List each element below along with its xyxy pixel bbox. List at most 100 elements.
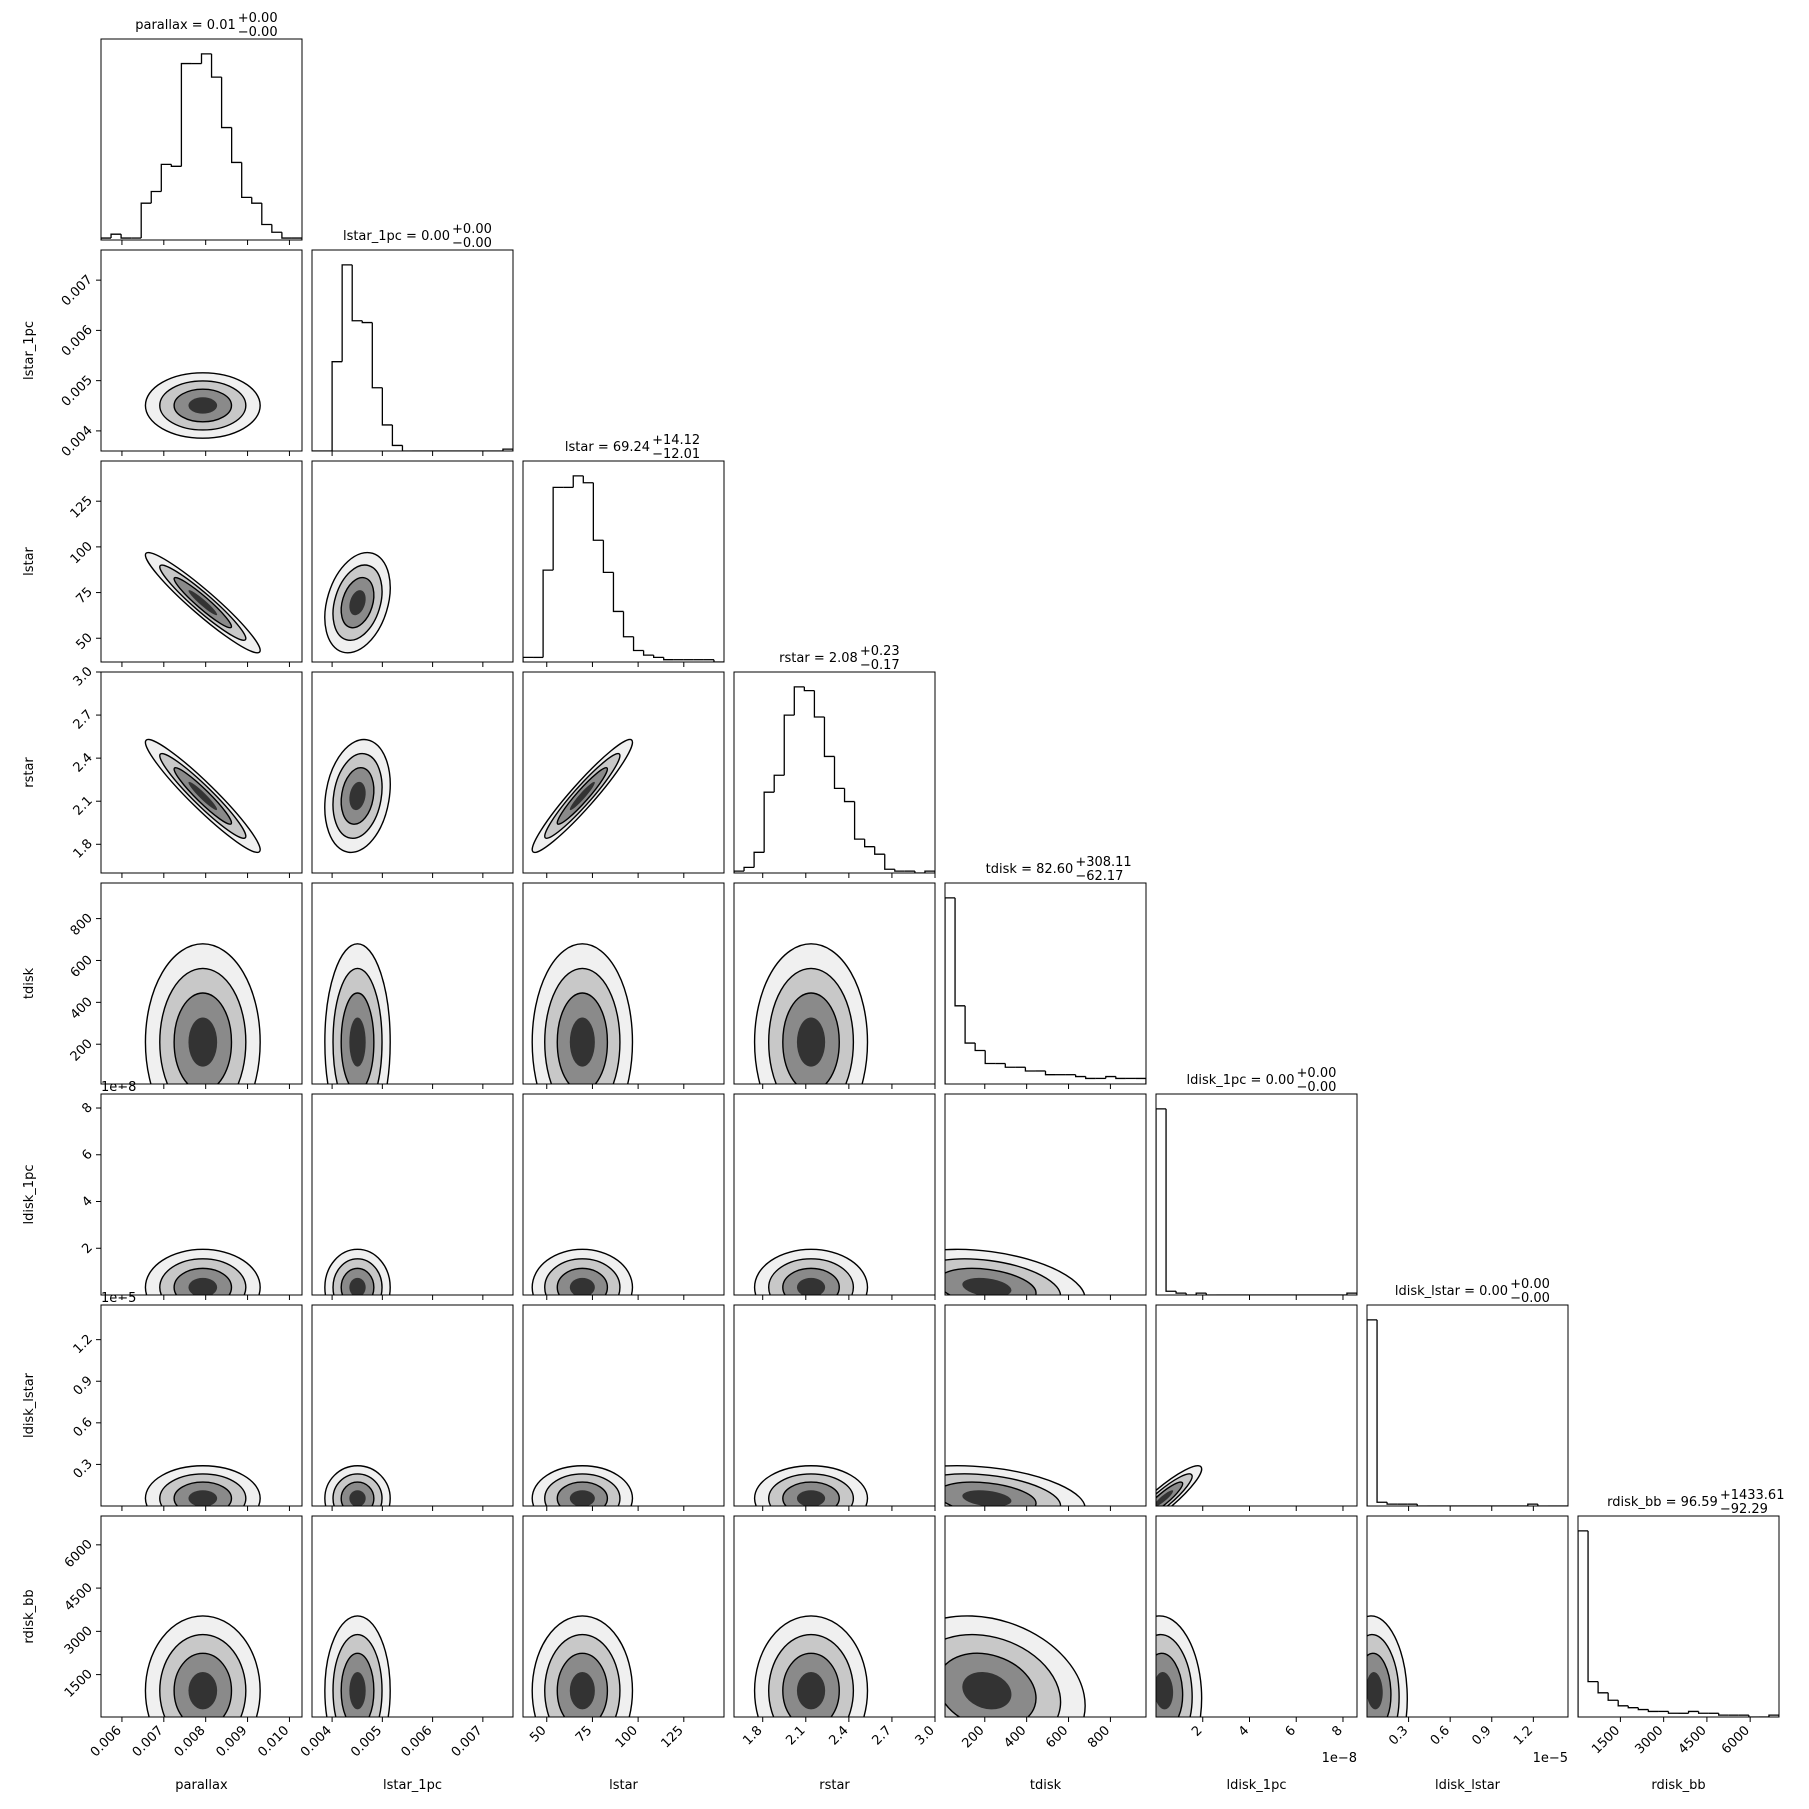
axes-frame <box>1577 1515 1780 1718</box>
histogram-step <box>734 870 745 873</box>
y-tick-label: 4500 <box>62 1580 96 1614</box>
title-sub: −62.17 <box>1075 869 1123 884</box>
x-tick-label: 100 <box>613 1723 641 1751</box>
histogram-step <box>843 788 855 803</box>
panel <box>324 738 391 854</box>
histogram-step <box>974 1043 986 1052</box>
panel <box>312 264 513 451</box>
histogram-step <box>361 320 373 324</box>
axes-frame <box>944 882 1147 1085</box>
title-sup: +0.23 <box>860 644 900 659</box>
panel-title: ldisk_lstar = 0.00 <box>1395 1284 1508 1299</box>
histogram-step <box>1687 1710 1699 1714</box>
contour <box>349 781 366 811</box>
panel-title: parallax = 0.01 <box>135 18 236 33</box>
histogram-step <box>622 611 634 638</box>
panel <box>144 1615 261 1717</box>
histogram-step <box>1004 1063 1016 1068</box>
y-tick-label: 125 <box>68 493 96 521</box>
x-tick-label: 0.004 <box>298 1723 335 1760</box>
panel <box>324 1615 391 1717</box>
contour <box>188 1671 218 1710</box>
x-tick-label: 0.006 <box>399 1723 436 1760</box>
contour <box>349 1490 366 1506</box>
axes-frame <box>733 882 936 1085</box>
histogram-step <box>1346 1292 1357 1295</box>
panel <box>1156 1615 1203 1717</box>
axes-frame <box>311 1304 514 1507</box>
axes-frame <box>100 1515 303 1718</box>
y-tick-label: 0.004 <box>59 423 96 460</box>
histogram-step <box>101 237 112 240</box>
y-tick-label: 200 <box>68 1036 96 1064</box>
x-tick-label: 2.4 <box>826 1723 851 1748</box>
histogram-step <box>1376 1319 1388 1503</box>
y-axis-label: lstar <box>22 546 37 575</box>
x-tick-label: 0.6 <box>1428 1723 1453 1748</box>
histogram-step <box>1205 1293 1217 1295</box>
histogram-step <box>833 756 845 790</box>
axes-frame <box>733 1093 936 1296</box>
y-tick-label: 75 <box>74 585 96 607</box>
histogram-step <box>1527 1503 1538 1506</box>
histogram-step <box>823 716 835 758</box>
title-sub: −0.00 <box>238 25 278 40</box>
title-sub: −0.00 <box>1510 1291 1550 1306</box>
x-tick-label: 1.8 <box>740 1723 765 1748</box>
panel <box>144 943 261 1084</box>
panel <box>324 1248 391 1295</box>
axes-frame <box>311 1515 514 1718</box>
y-tick-label: 400 <box>68 995 96 1023</box>
axes-frame <box>100 249 303 452</box>
histogram-step <box>954 897 966 1007</box>
y-tick-label: 3000 <box>62 1624 96 1658</box>
contour <box>962 1490 1012 1506</box>
contour <box>962 1277 1012 1295</box>
panel-title: lstar = 69.24 <box>565 440 650 455</box>
y-tick-label: 3.0 <box>71 664 96 689</box>
panel <box>101 53 302 240</box>
title-sub: −0.00 <box>1297 1080 1337 1095</box>
x-tick-label: 0.9 <box>1469 1723 1494 1748</box>
axes-frame <box>100 671 303 874</box>
histogram-step <box>1024 1067 1036 1072</box>
axes-frame <box>100 38 303 241</box>
axes-frame <box>100 1304 303 1507</box>
panel <box>945 1615 1086 1717</box>
x-tick-label: 0.009 <box>213 1723 250 1760</box>
histogram-step <box>1386 1502 1398 1505</box>
x-axis-label: ldisk_lstar <box>1435 1778 1501 1793</box>
contour <box>796 1277 826 1295</box>
title-sup: +308.11 <box>1075 855 1131 870</box>
histogram-step <box>1416 1504 1428 1506</box>
panel <box>144 1465 261 1506</box>
x-axis-label: ldisk_1pc <box>1227 1778 1287 1793</box>
histogram-step <box>281 232 292 239</box>
title-sup: +0.00 <box>1297 1066 1337 1081</box>
y-tick-label: 0.3 <box>71 1457 96 1482</box>
histogram-step <box>542 569 554 658</box>
x-axis-label: rstar <box>819 1778 850 1793</box>
x-tick-label: 600 <box>1043 1723 1071 1751</box>
histogram-step <box>1115 1076 1126 1080</box>
histogram-step <box>231 127 242 164</box>
contour <box>188 1277 218 1295</box>
title-sup: +14.12 <box>652 433 700 448</box>
contour <box>349 590 366 616</box>
histogram-step <box>1768 1714 1779 1717</box>
title-sub: −12.01 <box>652 447 700 462</box>
histogram-step <box>582 475 594 484</box>
panel <box>753 943 869 1084</box>
contour <box>569 1490 595 1506</box>
axes-frame <box>522 1093 725 1296</box>
x-tick-label: 6 <box>1283 1723 1299 1739</box>
axes-frame <box>1366 1515 1569 1718</box>
histogram-step <box>713 659 724 662</box>
panel <box>531 1615 634 1717</box>
x-tick-label: 200 <box>959 1723 987 1751</box>
histogram-step <box>1647 1709 1659 1713</box>
x-tick-label: 125 <box>658 1723 686 1751</box>
title-sub: −92.29 <box>1720 1502 1768 1517</box>
title-sub: −0.17 <box>860 658 900 673</box>
